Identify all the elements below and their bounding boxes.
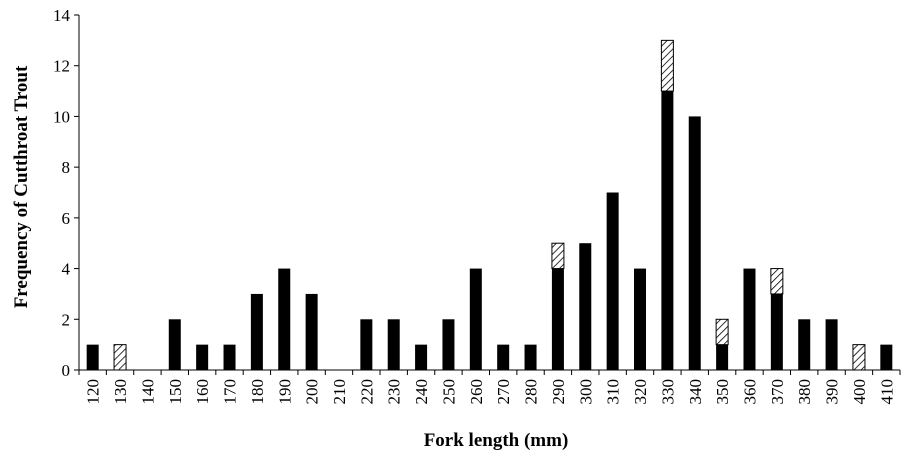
bar-solid-340 [688, 116, 701, 371]
y-tick-label-10: 10 [53, 107, 70, 126]
x-tick-label-230: 230 [385, 379, 404, 405]
bar-hatched-290 [551, 242, 565, 270]
x-tick-label-370: 370 [768, 379, 787, 405]
bar-solid-220 [360, 319, 373, 370]
bar-hatched-370 [770, 268, 784, 295]
bar-solid-240 [415, 344, 428, 370]
bar-hatched-350 [715, 318, 729, 346]
y-tick-label-8: 8 [62, 158, 71, 177]
x-tick-label-280: 280 [522, 379, 541, 405]
y-axis-title: Frequency of Cutthroat Trout [11, 65, 32, 308]
y-tick-label-4: 4 [62, 260, 71, 279]
bar-solid-280 [524, 344, 537, 370]
bar-solid-200 [305, 293, 318, 370]
x-tick-label-390: 390 [823, 379, 842, 405]
bar-solid-380 [798, 319, 811, 370]
bar-solid-120 [86, 344, 99, 370]
bar-solid-230 [387, 319, 400, 370]
bar-solid-350 [716, 344, 729, 370]
x-tick-label-250: 250 [439, 379, 458, 405]
bar-solid-410 [880, 344, 893, 370]
x-tick-label-290: 290 [549, 379, 568, 405]
x-tick-label-380: 380 [795, 379, 814, 405]
bar-solid-150 [168, 319, 181, 370]
bar-solid-170 [223, 344, 236, 370]
labels-layer: 0 2 4 6 8 10 12 14 120 130 140 150 160 170 180 190 200 21… [53, 6, 896, 405]
x-tick-label-210: 210 [330, 379, 349, 405]
y-tick-label-14: 14 [53, 6, 71, 25]
bar-solid-250 [442, 319, 455, 370]
y-tick-label-6: 6 [62, 209, 71, 228]
bar-solid-390 [825, 319, 838, 370]
bar-hatched-330 [660, 39, 674, 92]
axes-layer [74, 14, 901, 375]
x-tick-label-200: 200 [303, 379, 322, 405]
x-tick-label-340: 340 [686, 379, 705, 405]
x-tick-label-190: 190 [275, 379, 294, 405]
x-tick-label-410: 410 [877, 379, 896, 405]
bar-solid-360 [743, 268, 756, 370]
x-tick-label-310: 310 [604, 379, 623, 405]
x-tick-label-170: 170 [221, 379, 240, 405]
bar-solid-180 [250, 293, 263, 370]
x-tick-label-220: 220 [357, 379, 376, 405]
bar-solid-300 [579, 243, 592, 370]
bar-solid-260 [469, 268, 482, 370]
bar-solid-330 [661, 91, 674, 370]
x-tick-label-320: 320 [631, 379, 650, 405]
bar-solid-320 [634, 268, 647, 370]
x-tick-label-270: 270 [494, 379, 513, 405]
y-tick-label-12: 12 [53, 57, 70, 76]
x-tick-label-240: 240 [412, 379, 431, 405]
y-tick-label-0: 0 [62, 361, 71, 380]
x-tick-label-360: 360 [740, 379, 759, 405]
y-tick-label-2: 2 [62, 310, 71, 329]
x-tick-label-120: 120 [84, 379, 103, 405]
bar-solid-290 [551, 268, 564, 370]
bar-solid-310 [606, 192, 619, 370]
x-tick-label-180: 180 [248, 379, 267, 405]
x-tick-label-150: 150 [166, 379, 185, 405]
x-tick-label-160: 160 [193, 379, 212, 405]
bar-hatched-400 [852, 344, 866, 371]
bar-solid-370 [770, 293, 783, 370]
bar-solid-270 [497, 344, 510, 370]
x-tick-label-140: 140 [138, 379, 157, 405]
x-tick-label-300: 300 [576, 379, 595, 405]
x-tick-label-130: 130 [111, 379, 130, 405]
bar-solid-160 [196, 344, 209, 370]
x-axis-title: Fork length (mm) [424, 430, 569, 451]
x-tick-label-260: 260 [467, 379, 486, 405]
bar-hatched-130 [113, 344, 127, 371]
x-tick-label-400: 400 [850, 379, 869, 405]
x-tick-label-330: 330 [658, 379, 677, 405]
bar-solid-190 [278, 268, 291, 370]
bars-layer [86, 39, 893, 371]
x-tick-label-350: 350 [713, 379, 732, 405]
